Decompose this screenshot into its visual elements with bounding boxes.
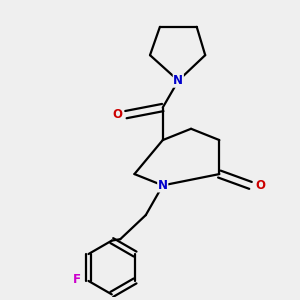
- Text: O: O: [112, 108, 122, 121]
- Text: N: N: [158, 179, 168, 192]
- Text: N: N: [173, 74, 183, 87]
- Text: O: O: [255, 179, 266, 192]
- Text: F: F: [73, 273, 81, 286]
